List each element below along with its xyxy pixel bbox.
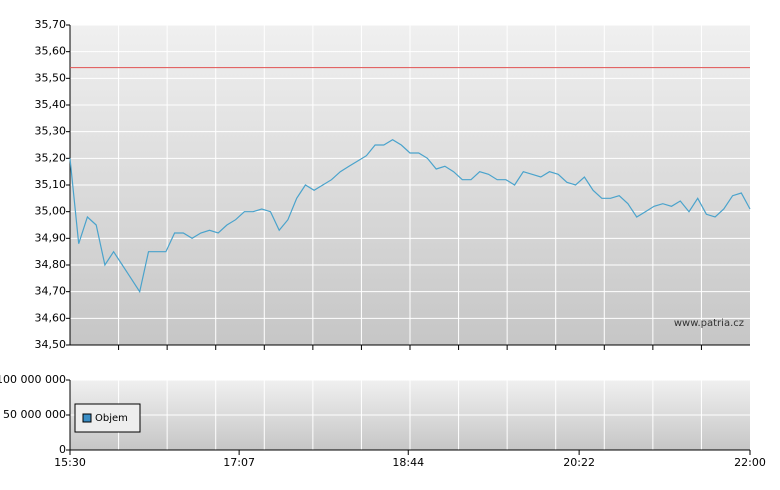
y-tick-label: 34,70 (35, 285, 67, 298)
y-tick-label: 34,80 (35, 258, 67, 271)
x-tick-label: 17:07 (223, 456, 255, 469)
price-line (69, 138, 751, 294)
y-tick-label: 50 000 000 (3, 408, 66, 421)
legend-swatch (82, 413, 92, 423)
x-tick-label: 22:00 (734, 456, 766, 469)
y-tick-label: 100 000 000 (0, 373, 66, 386)
y-tick-label: 35,60 (35, 45, 67, 58)
y-tick-label: 35,20 (35, 151, 67, 164)
y-tick-label: 34,50 (35, 338, 67, 351)
y-tick-label: 35,30 (35, 125, 67, 138)
x-tick-label: 20:22 (563, 456, 595, 469)
x-tick-label: 15:30 (54, 456, 86, 469)
y-tick-label: 35,50 (35, 71, 67, 84)
y-tick-label: 0 (59, 443, 66, 456)
y-tick-label: 35,40 (35, 98, 67, 111)
legend-box (74, 403, 141, 433)
y-tick-label: 35,00 (35, 205, 67, 218)
watermark: www.patria.cz (674, 318, 744, 329)
y-tick-label: 34,60 (35, 311, 67, 324)
x-tick-label: 18:44 (392, 456, 424, 469)
y-tick-label: 35,70 (35, 18, 67, 31)
y-tick-label: 35,10 (35, 178, 67, 191)
y-tick-label: 34,90 (35, 231, 67, 244)
legend-label: Objem (95, 413, 128, 424)
